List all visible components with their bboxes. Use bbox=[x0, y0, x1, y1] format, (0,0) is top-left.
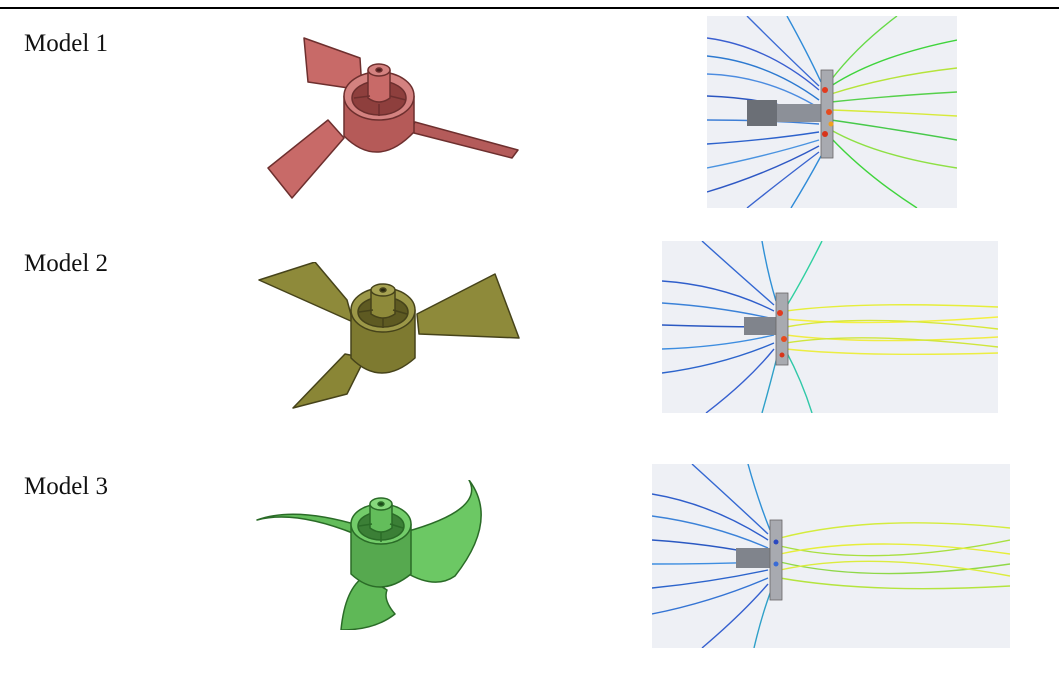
model-2-fan-image bbox=[258, 262, 520, 409]
model-2-flow-simulation-image bbox=[662, 241, 998, 413]
model-2-label: Model 2 bbox=[24, 250, 109, 277]
model-1-fan-image bbox=[267, 37, 519, 199]
model-1-flow-simulation-image bbox=[707, 16, 957, 208]
model-3-label: Model 3 bbox=[24, 473, 109, 500]
model-3-fan-image bbox=[256, 480, 482, 630]
model-3-flow-simulation-image bbox=[652, 464, 1010, 648]
top-rule bbox=[0, 7, 1059, 9]
model-1-label: Model 1 bbox=[24, 30, 109, 57]
